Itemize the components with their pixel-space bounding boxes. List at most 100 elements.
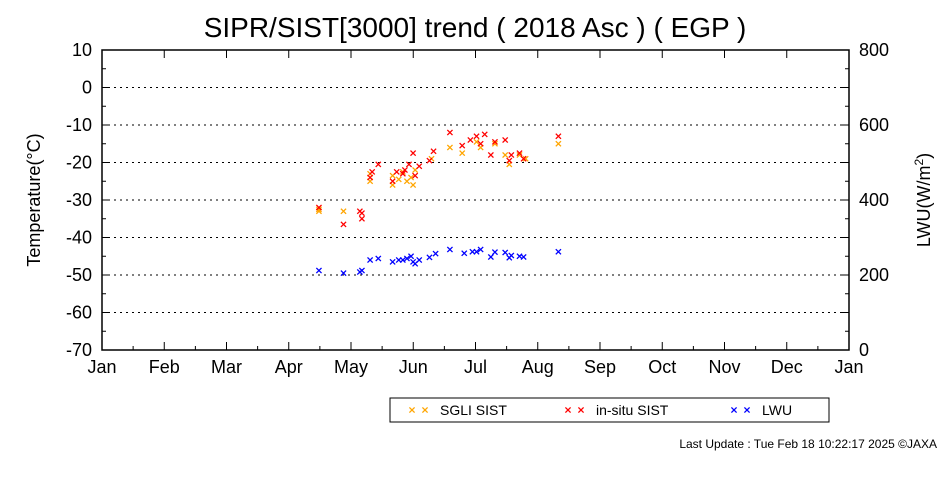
data-point xyxy=(405,161,413,168)
data-point xyxy=(491,138,499,145)
legend-marker xyxy=(743,406,751,414)
data-point xyxy=(477,246,484,253)
data-point xyxy=(459,150,466,157)
data-point xyxy=(522,155,529,162)
legend-box xyxy=(389,397,830,423)
x-tick-label: Oct xyxy=(648,357,676,377)
data-point xyxy=(410,181,417,189)
data-point xyxy=(446,129,453,136)
data-point xyxy=(508,252,515,259)
legend-marker xyxy=(577,406,585,414)
y2-tick-label: 800 xyxy=(859,40,889,60)
x-tick-label: Dec xyxy=(771,357,803,377)
y-tick-label: -70 xyxy=(66,340,92,360)
data-point xyxy=(315,206,322,213)
y-tick-label: -60 xyxy=(66,303,92,323)
legend-label: in-situ SIST xyxy=(596,402,669,418)
data-point xyxy=(375,255,382,262)
data-point xyxy=(426,254,433,261)
data-point xyxy=(403,255,410,262)
data-point xyxy=(491,249,499,256)
chart-title: SIPR/SIST[3000] trend ( 2018 Asc ) ( EGP… xyxy=(204,12,747,43)
data-point xyxy=(516,150,523,157)
x-tick-label: Jul xyxy=(464,357,487,377)
x-tick-label: Jun xyxy=(399,357,428,377)
data-point xyxy=(399,256,406,264)
axis-layer: 100-10-20-30-40-50-60-708006004002000Jan… xyxy=(66,40,889,377)
x-tick-label: Jan xyxy=(834,357,863,377)
data-point xyxy=(502,249,509,256)
data-point xyxy=(426,157,433,164)
y-tick-label: 0 xyxy=(82,78,92,98)
data-point xyxy=(389,258,396,265)
y2-axis-label: LWU(W/m2) xyxy=(912,153,934,247)
data-point xyxy=(399,170,406,177)
data-point xyxy=(412,172,419,179)
data-point xyxy=(367,174,374,181)
data-point xyxy=(467,136,474,144)
data-point xyxy=(358,210,365,217)
data-point xyxy=(461,250,468,257)
data-point xyxy=(459,142,466,149)
y2-tick-label: 200 xyxy=(859,265,889,285)
legend-marker xyxy=(730,406,738,414)
data-point xyxy=(315,204,322,211)
data-point xyxy=(487,253,494,261)
data-point xyxy=(508,151,515,159)
legend-label: SGLI SIST xyxy=(440,402,507,418)
y2-tick-label: 600 xyxy=(859,115,889,135)
last-update-text: Last Update : Tue Feb 18 10:22:17 2025 ©… xyxy=(679,437,937,451)
data-point xyxy=(477,140,484,147)
data-point xyxy=(555,140,562,147)
data-point xyxy=(502,151,509,159)
data-point xyxy=(432,250,439,257)
data-point xyxy=(367,256,374,264)
y-tick-label: -10 xyxy=(66,115,92,135)
data-point xyxy=(491,140,499,147)
data-point xyxy=(410,150,417,157)
data-point xyxy=(502,136,509,144)
y-axis-label: Temperature(°C) xyxy=(24,133,44,266)
legend-marker xyxy=(421,406,429,414)
data-point xyxy=(416,163,423,170)
data-point xyxy=(401,166,408,174)
data-point xyxy=(416,256,423,264)
data-point xyxy=(506,157,513,164)
data-point xyxy=(358,215,365,222)
data-point xyxy=(369,168,376,175)
y2-tick-label: 0 xyxy=(859,340,869,360)
x-tick-label: Nov xyxy=(708,357,740,377)
data-point xyxy=(473,133,480,140)
y-tick-label: -50 xyxy=(66,265,92,285)
data-point xyxy=(473,138,480,145)
data-point xyxy=(555,248,562,255)
x-tick-label: Sep xyxy=(584,357,616,377)
data-point xyxy=(446,144,453,151)
legend: SGLI SIST in-situ SIST LWU xyxy=(389,397,830,423)
data-point xyxy=(393,168,400,175)
data-point xyxy=(481,131,488,138)
y2-tick-label: 400 xyxy=(859,190,889,210)
data-point xyxy=(358,267,365,274)
data-point xyxy=(407,174,415,181)
data-point xyxy=(520,155,527,162)
y-tick-label: -40 xyxy=(66,228,92,248)
data-point xyxy=(446,246,453,253)
data-point xyxy=(520,253,527,261)
data-point xyxy=(430,148,437,155)
x-tick-label: Jan xyxy=(87,357,116,377)
data-point xyxy=(340,221,347,228)
data-point xyxy=(395,176,402,183)
x-tick-label: Mar xyxy=(211,357,242,377)
data-point xyxy=(407,253,415,260)
points-layer xyxy=(315,129,562,277)
grid-layer xyxy=(102,87,849,313)
x-tick-label: Aug xyxy=(522,357,554,377)
x-tick-label: Apr xyxy=(275,357,303,377)
data-point xyxy=(340,270,347,277)
data-point xyxy=(375,161,382,168)
x-tick-label: Feb xyxy=(149,357,180,377)
data-point xyxy=(487,151,494,159)
y-tick-label: 10 xyxy=(72,40,92,60)
